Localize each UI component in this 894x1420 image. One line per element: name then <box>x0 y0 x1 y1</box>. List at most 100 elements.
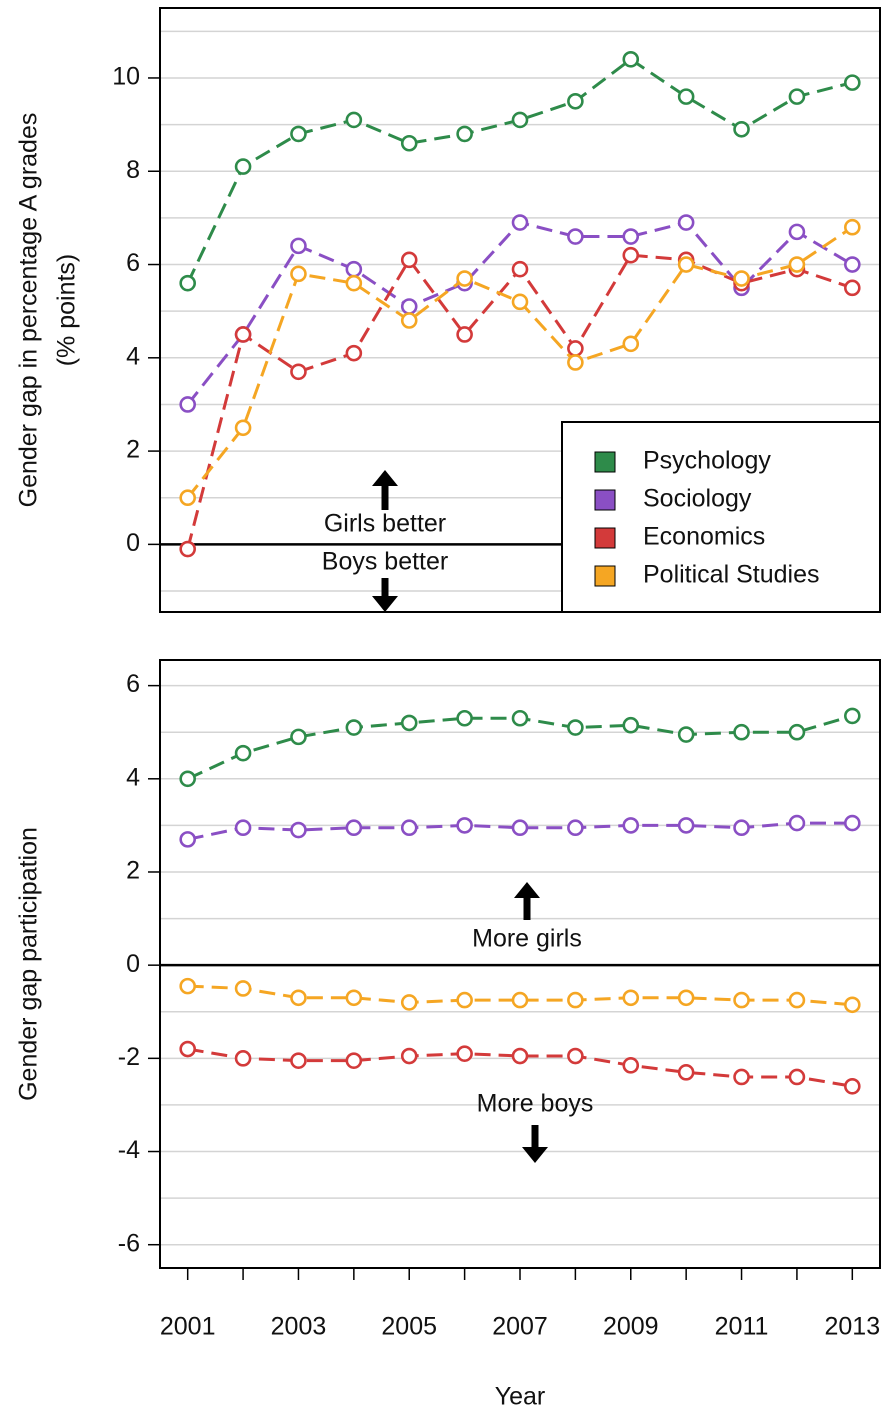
data-point <box>179 489 196 507</box>
data-point <box>677 214 695 231</box>
y-tick-label: 6 <box>126 670 140 698</box>
data-point <box>179 977 196 995</box>
data-point <box>511 709 529 727</box>
data-point <box>234 326 252 343</box>
data-point <box>290 363 307 381</box>
data-point <box>345 274 363 292</box>
annotation: Boys better <box>322 548 448 576</box>
data-point <box>788 723 806 741</box>
data-point <box>844 1077 861 1095</box>
x-tick-label: 2007 <box>492 1313 548 1341</box>
data-point <box>400 1047 418 1065</box>
y-tick-label: 2 <box>126 857 140 885</box>
x-tick-label: 2001 <box>160 1313 216 1341</box>
x-tick-label: 2009 <box>603 1313 659 1341</box>
data-point <box>788 1068 806 1086</box>
y-axis-label: Gender gap participation <box>15 827 43 1101</box>
data-point <box>511 819 529 837</box>
data-point <box>844 814 861 832</box>
data-point <box>622 989 640 1007</box>
y-axis-label: (% points) <box>53 254 81 367</box>
data-point <box>511 293 529 311</box>
y-tick-label: 2 <box>126 436 140 464</box>
x-tick-label: 2011 <box>715 1313 769 1341</box>
data-point <box>733 1068 750 1086</box>
data-point <box>622 335 640 353</box>
y-tick-label: -4 <box>118 1136 140 1164</box>
data-point <box>345 344 363 362</box>
data-point <box>733 723 750 741</box>
data-point <box>290 821 307 839</box>
x-tick-label: 2013 <box>824 1313 880 1341</box>
y-tick-label: 0 <box>126 950 140 978</box>
x-tick-label: 2005 <box>381 1313 437 1341</box>
data-point <box>179 274 196 292</box>
data-point <box>844 707 861 725</box>
data-point <box>622 1057 640 1074</box>
data-point <box>567 719 584 736</box>
data-point <box>511 991 529 1009</box>
data-point <box>844 279 861 297</box>
data-point <box>733 120 750 138</box>
data-point <box>345 819 363 837</box>
data-point <box>622 51 640 68</box>
y-tick-label: 4 <box>126 763 140 791</box>
annotation: More boys <box>477 1090 594 1118</box>
data-point <box>788 991 806 1009</box>
data-point <box>677 726 695 743</box>
data-point <box>345 1052 363 1069</box>
data-point <box>456 709 473 727</box>
data-point <box>677 989 695 1007</box>
arrow-head <box>514 882 540 898</box>
data-point <box>234 744 252 762</box>
data-point <box>844 218 861 236</box>
data-point <box>234 158 252 175</box>
data-point <box>456 817 473 834</box>
data-point <box>677 88 695 105</box>
legend-swatch <box>594 489 616 511</box>
data-point <box>290 728 307 746</box>
legend-swatch <box>594 527 616 549</box>
arrow-head <box>372 596 398 612</box>
data-point <box>234 819 252 837</box>
data-point <box>567 1047 584 1065</box>
data-point <box>788 223 806 241</box>
data-point <box>345 719 363 736</box>
legend-label: Economics <box>643 523 765 551</box>
data-point <box>733 819 750 837</box>
legend-swatch <box>594 565 616 587</box>
y-tick-label: -6 <box>118 1229 140 1257</box>
data-point <box>788 256 806 273</box>
data-point <box>345 260 363 278</box>
annotation: Girls better <box>324 510 446 538</box>
data-point <box>290 125 307 143</box>
data-point <box>234 1050 252 1067</box>
data-point <box>179 396 196 413</box>
arrow-head <box>522 1147 548 1163</box>
data-point <box>567 819 584 837</box>
data-point <box>456 1045 473 1062</box>
data-point <box>179 770 196 788</box>
data-point <box>290 237 307 255</box>
legend-label: Psychology <box>643 447 771 475</box>
data-point <box>400 251 418 269</box>
data-point <box>345 989 363 1007</box>
data-point <box>844 256 861 273</box>
data-point <box>622 228 640 245</box>
data-point <box>511 111 529 129</box>
data-point <box>788 814 806 832</box>
data-point <box>456 326 473 343</box>
data-point <box>345 111 363 129</box>
data-point <box>290 1052 307 1069</box>
data-point <box>622 246 640 264</box>
legend-label: Sociology <box>643 485 752 513</box>
data-point <box>456 991 473 1009</box>
data-point <box>622 817 640 834</box>
data-point <box>179 540 196 558</box>
data-point <box>290 265 307 283</box>
data-point <box>400 134 418 152</box>
data-point <box>400 714 418 732</box>
data-point <box>677 817 695 834</box>
data-point <box>456 270 473 287</box>
